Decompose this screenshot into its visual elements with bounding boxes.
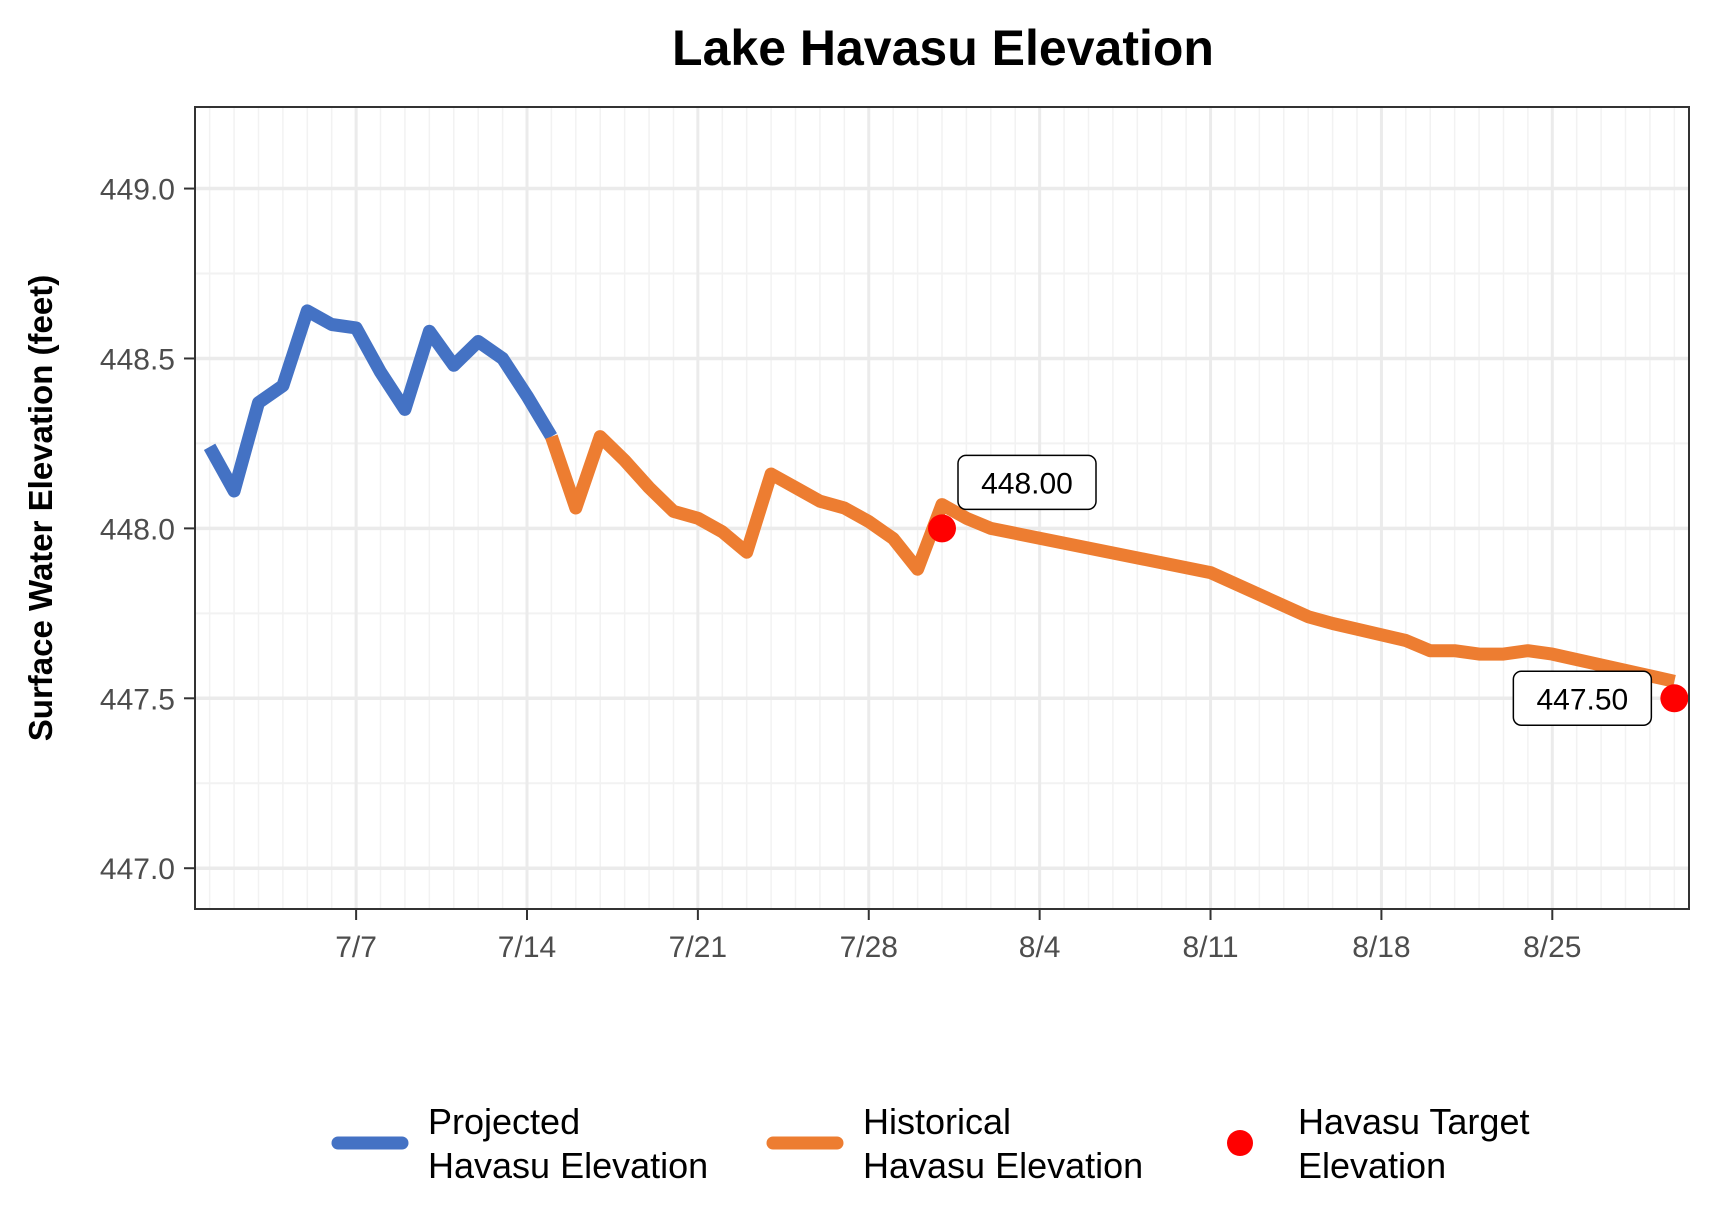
point-label-text: 448.00: [981, 467, 1073, 500]
point-label: 447.50: [1512, 670, 1653, 727]
legend-label: Elevation: [1298, 1145, 1446, 1186]
x-tick-label: 7/14: [498, 931, 556, 964]
target-point: [928, 514, 956, 543]
chart-title: Lake Havasu Elevation: [672, 20, 1214, 76]
series-line-historical: [545, 430, 1676, 688]
target-points: [928, 514, 1689, 713]
point-label-box: [1512, 670, 1653, 727]
x-tick-label: 8/18: [1352, 931, 1410, 964]
y-axis-label: Surface Water Elevation (feet): [22, 275, 59, 741]
legend-label: Havasu Elevation: [428, 1145, 708, 1186]
point-label: 448.00: [957, 454, 1097, 511]
x-tick-label: 7/7: [335, 931, 377, 964]
x-axis: 7/7 7/14 7/21 7/28 8/4 8/11 8/18 8/25: [335, 909, 1581, 964]
major-grid: [195, 107, 1689, 909]
y-tick-label: 448.0: [100, 513, 175, 546]
plot-panel-border: [194, 106, 1690, 910]
target-point: [1660, 684, 1689, 713]
legend-key-point: [1227, 1130, 1253, 1156]
point-label-text: 447.50: [1536, 683, 1628, 716]
y-tick-label: 447.5: [100, 683, 175, 716]
point-label-box: [957, 454, 1097, 511]
y-tick-label: 447.0: [100, 853, 175, 886]
legend-label: Projected: [428, 1101, 580, 1142]
legend-label: Havasu Target: [1298, 1101, 1529, 1142]
y-axis: 447.0 447.5 448.0 448.5 449.0: [100, 174, 195, 886]
x-tick-label: 7/21: [669, 931, 727, 964]
point-annotations: 448.00 447.50: [957, 454, 1653, 727]
x-tick-label: 8/11: [1182, 931, 1238, 964]
x-tick-label: 8/25: [1523, 931, 1581, 964]
x-tick-label: 7/28: [840, 931, 898, 964]
series-lines: [203, 304, 1676, 688]
y-tick-label: 448.5: [100, 343, 175, 376]
legend-label: Havasu Elevation: [863, 1145, 1143, 1186]
x-tick-label: 8/4: [1019, 931, 1061, 964]
y-tick-label: 449.0: [100, 174, 175, 207]
series-line-projected: [203, 304, 557, 498]
legend-label: Historical: [863, 1101, 1011, 1142]
